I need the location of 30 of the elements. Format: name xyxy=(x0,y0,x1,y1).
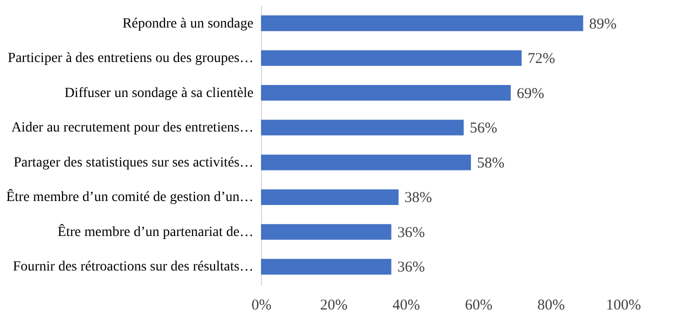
bar xyxy=(261,85,511,101)
data-label: 72% xyxy=(528,51,556,68)
x-tick-label: 40% xyxy=(392,298,420,314)
bar xyxy=(261,15,584,32)
bar xyxy=(261,189,399,205)
bar xyxy=(261,154,471,170)
x-tick-label: 60% xyxy=(464,298,492,314)
x-tick-label: 100% xyxy=(606,298,641,314)
y-tick-label: Diffuser un sondage à sa clientèle xyxy=(64,86,254,101)
y-tick-label: Partager des statistiques sur ses activités… xyxy=(14,155,254,170)
data-label: 36% xyxy=(397,260,425,276)
y-tick-label: Répondre à un sondage xyxy=(122,16,254,32)
x-tick-label: 20% xyxy=(320,298,348,314)
data-label: 89% xyxy=(589,16,617,32)
y-tick-label: Être membre d’un comité de gestion d’un… xyxy=(6,188,254,206)
bar xyxy=(261,224,392,240)
bar xyxy=(261,50,522,66)
y-tick-label: Participer à des entretiens ou des groupes… xyxy=(8,51,254,66)
x-tick-label: 80% xyxy=(537,298,565,314)
x-tick-label: 0% xyxy=(252,298,272,314)
bar xyxy=(261,120,464,136)
data-label: 58% xyxy=(476,155,504,172)
data-label: 69% xyxy=(516,86,544,102)
data-label: 36% xyxy=(397,224,425,241)
y-tick-label: Fournir des rétroactions sur des résultats… xyxy=(12,260,254,275)
y-tick-label: Aider au recrutement pour des entretiens… xyxy=(11,120,254,136)
bar xyxy=(261,258,392,275)
data-label: 56% xyxy=(470,120,498,137)
y-tick-label: Être membre d’un partenariat de… xyxy=(58,222,254,240)
data-label: 38% xyxy=(404,190,432,206)
